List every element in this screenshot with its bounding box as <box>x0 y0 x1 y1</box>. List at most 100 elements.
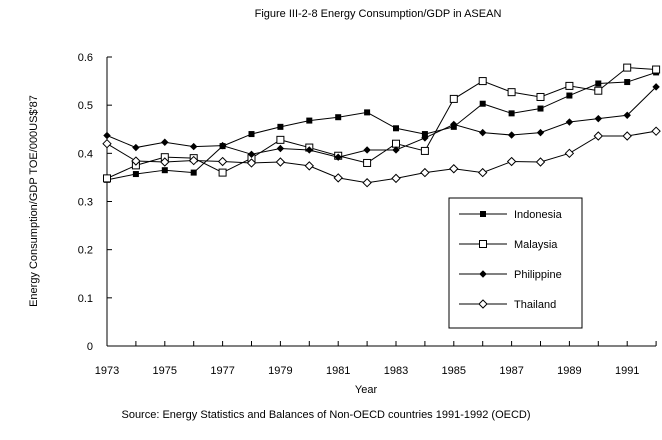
point-indonesia <box>335 114 342 121</box>
point-indonesia <box>306 117 313 124</box>
legend-label: Thailand <box>514 299 556 311</box>
point-philippine <box>247 150 256 159</box>
x-tick-label: 1991 <box>615 365 639 377</box>
series-malaysia <box>103 63 661 183</box>
point-thailand <box>391 173 401 184</box>
point-indonesia <box>624 79 631 86</box>
x-tick-label: 1973 <box>95 365 119 377</box>
point-indonesia <box>566 92 573 99</box>
point-thailand <box>217 156 228 167</box>
legend-label: Indonesia <box>514 209 563 221</box>
x-tick-label: 1979 <box>268 365 292 377</box>
line-philippine <box>106 86 657 158</box>
point-malaysia <box>420 146 429 155</box>
point-thailand <box>420 167 430 178</box>
point-philippine <box>218 141 227 150</box>
point-philippine <box>536 128 545 137</box>
legend-label: Philippine <box>514 269 562 281</box>
point-philippine <box>363 146 371 154</box>
y-tick-label: 0.3 <box>78 197 93 209</box>
x-axis-label: Year <box>355 384 378 396</box>
point-philippine <box>392 146 400 154</box>
point-indonesia <box>508 110 515 117</box>
y-tick-label: 0.1 <box>78 293 93 305</box>
legend-item-indonesia: Indonesia <box>459 209 563 221</box>
point-indonesia <box>537 105 544 112</box>
point-thailand <box>535 157 546 167</box>
legend-label: Malaysia <box>514 239 558 251</box>
point-malaysia <box>652 65 661 74</box>
point-philippine <box>652 83 660 91</box>
point-malaysia <box>276 135 285 144</box>
point-malaysia <box>478 77 487 86</box>
legend-marker-indonesia <box>480 211 486 217</box>
point-indonesia <box>132 171 139 178</box>
point-philippine <box>507 131 516 139</box>
point-indonesia <box>277 123 284 130</box>
point-philippine <box>450 120 458 129</box>
y-tick-label: 0.6 <box>78 52 93 64</box>
legend-box <box>448 197 583 329</box>
point-thailand <box>506 156 517 167</box>
point-thailand <box>651 126 661 136</box>
y-tick-label: 0 <box>87 341 93 353</box>
point-malaysia <box>392 139 400 148</box>
point-thailand <box>362 178 372 188</box>
series-philippine <box>103 83 660 161</box>
point-indonesia <box>190 169 197 176</box>
point-thailand <box>477 167 488 178</box>
point-malaysia <box>565 81 574 90</box>
legend-item-thailand: Thailand <box>459 299 556 311</box>
y-tick-label: 0.5 <box>78 100 93 112</box>
point-philippine <box>305 146 314 154</box>
y-axis-label: Energy Consumption/GDP TOE/000US$'87 <box>28 95 40 307</box>
point-philippine <box>276 144 285 153</box>
x-tick-label: 1983 <box>384 365 408 377</box>
point-malaysia <box>536 92 545 101</box>
line-indonesia <box>106 71 657 181</box>
legend-item-malaysia: Malaysia <box>459 239 558 251</box>
point-thailand <box>593 131 604 141</box>
legend-item-philippine: Philippine <box>459 269 562 281</box>
point-thailand <box>333 173 343 183</box>
point-malaysia <box>363 158 372 167</box>
point-malaysia <box>623 63 632 72</box>
point-thailand <box>246 158 257 168</box>
point-thailand <box>102 138 112 149</box>
y-tick-label: 0.2 <box>78 245 93 257</box>
point-indonesia <box>364 109 371 116</box>
point-thailand <box>449 164 459 174</box>
point-thailand <box>160 157 170 167</box>
chart-title: Figure III-2-8 Energy Consumption/GDP in… <box>255 8 502 20</box>
point-philippine <box>161 138 169 146</box>
x-tick-label: 1987 <box>499 365 523 377</box>
x-tick-label: 1975 <box>153 365 177 377</box>
legend-marker-malaysia <box>479 240 487 248</box>
point-thailand <box>275 157 286 167</box>
point-thailand <box>304 161 315 171</box>
point-philippine <box>103 131 111 140</box>
y-tick-label: 0.4 <box>78 148 93 160</box>
point-thailand <box>188 155 199 166</box>
legend-marker-thailand <box>478 299 488 309</box>
line-malaysia <box>106 67 657 179</box>
point-philippine <box>478 128 487 137</box>
point-malaysia <box>507 88 516 97</box>
point-indonesia <box>248 131 255 138</box>
point-philippine <box>132 143 140 152</box>
point-philippine <box>623 111 631 119</box>
point-thailand <box>622 131 632 141</box>
x-tick-label: 1981 <box>326 365 350 377</box>
point-indonesia <box>393 125 399 132</box>
point-indonesia <box>161 167 168 174</box>
x-tick-label: 1985 <box>442 365 466 377</box>
point-thailand <box>564 148 575 159</box>
point-philippine <box>594 114 603 123</box>
point-indonesia <box>595 80 602 87</box>
point-malaysia <box>449 94 458 103</box>
series-indonesia <box>104 69 660 183</box>
point-malaysia <box>103 174 111 183</box>
point-philippine <box>189 142 198 151</box>
x-tick-label: 1977 <box>210 365 234 377</box>
